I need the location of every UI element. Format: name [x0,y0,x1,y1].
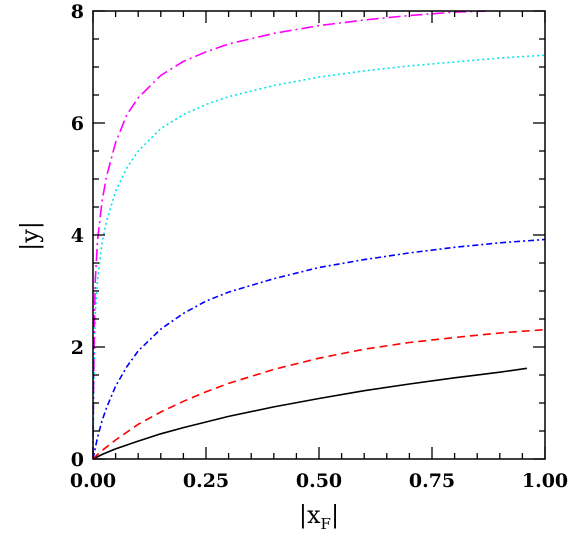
x-tick-label: 0.50 [296,470,342,492]
ticks-layer [92,10,546,460]
tick-labels-layer: 0.00 0.25 0.50 0.75 1.00 0 2 4 6 8 [70,1,568,492]
y-tick-label: 0 [71,449,84,471]
plot-frame [92,10,546,460]
x-tick-label: 0.00 [70,470,116,492]
x-axis-label-subscript: F [321,515,331,533]
x-axis-label: |xF| [299,501,339,533]
curves-layer [92,10,546,460]
y-tick-label: 6 [71,113,84,135]
series-line-2 [92,328,546,460]
x-axis-label-close: | [331,501,339,530]
x-tick-label: 0.75 [409,470,455,492]
x-axis-label-main: |x [299,501,321,530]
x-tick-label: 1.00 [522,470,568,492]
series-line-5 [92,10,487,460]
y-tick-label: 2 [71,337,84,359]
series-line-3 [92,238,546,460]
y-tick-label: 8 [71,1,84,23]
series-line-4 [92,54,546,460]
y-tick-label: 4 [71,225,84,247]
y-axis-label: |y| [16,221,45,251]
x-tick-label: 0.25 [183,470,229,492]
series-line-1 [92,367,528,460]
